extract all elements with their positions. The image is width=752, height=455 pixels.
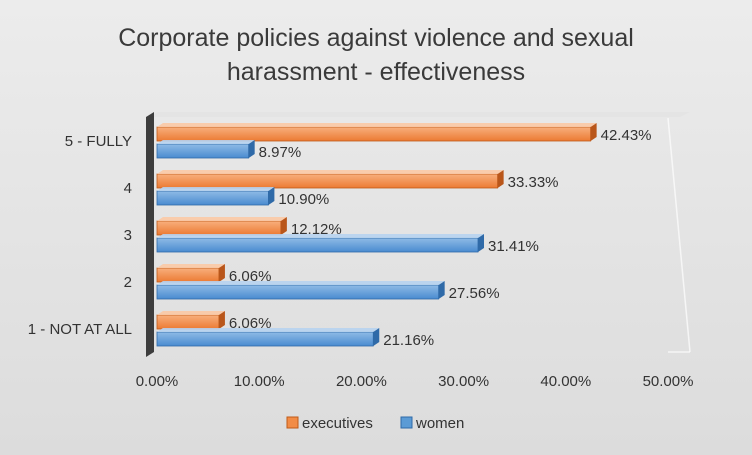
- bar-top: [157, 264, 225, 268]
- legend-label-women: women: [415, 415, 464, 432]
- bar-women: [156, 187, 275, 206]
- bar-side: [478, 234, 485, 252]
- bar-side: [438, 281, 445, 299]
- data-label-women: 31.41%: [488, 238, 539, 255]
- bar-face: [156, 126, 592, 142]
- x-axis: 0.00% 10.00% 20.00% 30.00% 40.00% 50.00%: [136, 373, 694, 390]
- x-tick-label: 40.00%: [540, 373, 591, 390]
- bar-face: [156, 173, 499, 189]
- bar-executives: [156, 123, 597, 142]
- bar-face: [156, 237, 479, 253]
- bar-side: [248, 140, 255, 158]
- bar-side: [280, 217, 287, 235]
- data-labels: 42.43% 8.97% 33.33% 10.90% 12.12% 31.41% 6.06%…: [229, 127, 652, 349]
- bar-face: [156, 284, 440, 300]
- category-axis: 5 - FULLY 4 3 2 1 - NOT AT ALL: [28, 133, 132, 338]
- data-label-women: 27.56%: [449, 285, 500, 302]
- bar-women: [156, 281, 445, 300]
- bar-top: [157, 140, 255, 144]
- data-label-women: 10.90%: [278, 191, 329, 208]
- x-tick-label: 50.00%: [643, 373, 694, 390]
- legend-swatch-executives: [286, 416, 299, 429]
- data-label-executives: 6.06%: [229, 315, 272, 332]
- bar-face: [156, 331, 374, 347]
- plot-floor: [148, 112, 690, 117]
- data-label-executives: 42.43%: [601, 127, 652, 144]
- bar-face: [156, 190, 269, 206]
- data-label-executives: 33.33%: [508, 174, 559, 191]
- bar-face: [156, 143, 250, 159]
- bar-women: [156, 328, 380, 347]
- bar-executives: [156, 264, 225, 283]
- x-tick-label: 30.00%: [438, 373, 489, 390]
- bar-face: [156, 220, 282, 236]
- bar-side: [218, 311, 225, 329]
- legend: executives women: [286, 415, 464, 432]
- category-label: 3: [124, 227, 132, 244]
- bar-side: [497, 170, 504, 188]
- x-tick-label: 0.00%: [136, 373, 179, 390]
- bar-top: [157, 187, 275, 191]
- bar-executives: [156, 170, 504, 189]
- vertical-axis-wall: [146, 112, 154, 357]
- legend-label-executives: executives: [302, 415, 373, 432]
- bar-women: [156, 140, 255, 159]
- bar-top: [157, 328, 380, 332]
- category-label: 2: [124, 274, 132, 291]
- bar-side: [373, 328, 380, 346]
- bar-women: [156, 234, 485, 253]
- data-label-women: 21.16%: [383, 332, 434, 349]
- bar-executives: [156, 217, 287, 236]
- back-wall-right-edge: [667, 117, 691, 353]
- bar-executives: [156, 311, 225, 330]
- bar-top: [157, 311, 225, 315]
- chart-title-line-2: harassment - effectiveness: [227, 58, 525, 86]
- data-label-women: 8.97%: [259, 144, 302, 161]
- category-label: 4: [124, 180, 132, 197]
- bar-top: [157, 281, 445, 285]
- data-label-executives: 6.06%: [229, 268, 272, 285]
- bar-face: [156, 314, 220, 330]
- category-label: 1 - NOT AT ALL: [28, 321, 132, 338]
- bar-top: [157, 234, 485, 238]
- legend-swatch-women: [400, 416, 413, 429]
- bar-top: [157, 217, 287, 221]
- category-label: 5 - FULLY: [65, 133, 132, 150]
- chart-title-line-1: Corporate policies against violence and …: [118, 24, 634, 52]
- bar-side: [268, 187, 275, 205]
- bar-side: [590, 123, 597, 141]
- data-label-executives: 12.12%: [291, 221, 342, 238]
- bar-side: [218, 264, 225, 282]
- x-tick-label: 10.00%: [234, 373, 285, 390]
- bars-group: [156, 123, 597, 347]
- bar-face: [156, 267, 220, 283]
- x-tick-label: 20.00%: [336, 373, 387, 390]
- bar-top: [157, 170, 504, 174]
- bar-top: [157, 123, 597, 127]
